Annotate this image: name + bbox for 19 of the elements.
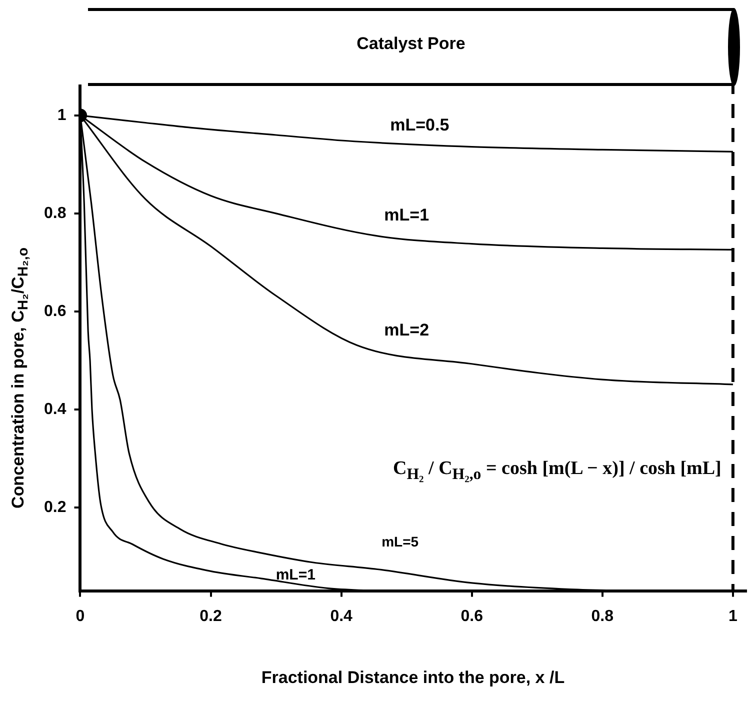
series-label: mL=2 <box>384 320 430 340</box>
series-label: mL=1 <box>276 566 316 584</box>
series-label: mL=1 <box>384 205 430 224</box>
series-label: mL=0.5 <box>390 115 450 134</box>
annotation: C$_{H₂}$ / C$_{H₂,o}$ = cosh [m(L − x)] / cosh [mL] <box>393 458 722 484</box>
y-tick-label: 0.6 <box>44 302 66 320</box>
x-axis-title: Fractional Distance into the pore, x /L <box>260 668 566 688</box>
y-tick-label: 0.8 <box>44 204 66 222</box>
y-tick-label: 1 <box>57 106 66 124</box>
x-tick-label: 0.4 <box>330 608 353 625</box>
chart-title: Catalyst Pore <box>356 34 466 54</box>
x-tick-label: 0 <box>76 608 85 625</box>
x-tick-label: 0.8 <box>591 608 614 625</box>
x-tick-label: 0.6 <box>460 608 484 625</box>
x-tick-label: 1 <box>728 608 738 625</box>
series-label: mL=5 <box>382 534 419 550</box>
y-tick-label: 0.2 <box>44 498 66 516</box>
y-tick-label: 0.4 <box>44 400 66 418</box>
x-tick-label: 0.2 <box>200 608 222 625</box>
